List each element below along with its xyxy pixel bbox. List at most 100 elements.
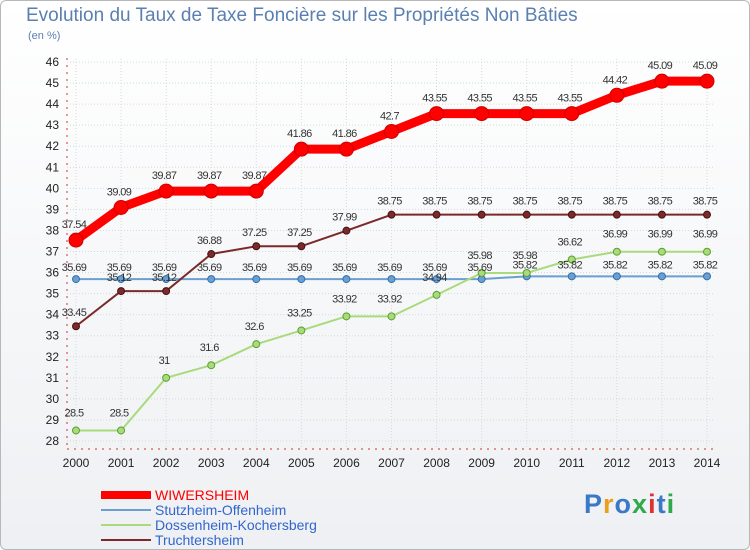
y-tick-label: 35	[46, 287, 60, 301]
y-tick-label: 45	[46, 76, 60, 90]
data-label: 33.25	[287, 307, 312, 319]
x-tick-label: 2009	[468, 456, 495, 470]
data-label: 35.98	[467, 250, 492, 262]
data-label: 38.75	[558, 196, 583, 208]
data-label: 44.42	[603, 74, 628, 86]
x-tick-label: 2001	[108, 456, 135, 470]
y-tick-label: 42	[46, 139, 60, 153]
data-point	[384, 123, 399, 139]
data-label: 43.55	[467, 93, 492, 105]
y-tick-label: 44	[46, 97, 60, 111]
x-tick-label: 2004	[243, 456, 270, 470]
data-label: 28.5	[64, 407, 83, 419]
data-label: 38.75	[693, 196, 718, 208]
data-label: 37.54	[62, 219, 87, 231]
data-label: 35.69	[242, 262, 267, 274]
data-point	[657, 210, 666, 219]
data-point	[248, 183, 264, 199]
logo-letter: o	[614, 489, 633, 519]
data-label: 37.25	[287, 227, 312, 239]
y-tick-label: 28	[46, 434, 60, 448]
y-tick-label: 40	[46, 181, 60, 195]
data-point	[297, 326, 306, 335]
data-point	[252, 242, 261, 251]
data-point	[207, 361, 216, 370]
data-label: 38.75	[422, 196, 447, 208]
data-point	[432, 290, 441, 299]
data-point	[522, 210, 531, 219]
data-point	[158, 183, 174, 199]
x-tick-label: 2005	[288, 456, 315, 470]
data-label: 39.87	[242, 170, 267, 182]
data-label: 35.12	[152, 272, 177, 284]
data-point	[72, 322, 80, 331]
data-label: 28.5	[110, 407, 129, 419]
y-tick-label: 36	[46, 266, 60, 280]
y-tick-label: 38	[46, 223, 60, 237]
data-label: 37.99	[332, 212, 357, 224]
data-point	[162, 275, 171, 284]
data-point	[657, 247, 666, 256]
x-tick-label: 2008	[423, 456, 450, 470]
y-tick-label: 46	[46, 55, 60, 69]
x-tick-label: 2002	[153, 456, 180, 470]
data-label: 35.69	[62, 262, 87, 274]
data-point	[252, 340, 261, 349]
data-label: 39.09	[107, 186, 132, 198]
data-point	[703, 210, 711, 219]
data-point	[612, 272, 621, 281]
data-label: 36.99	[648, 229, 673, 241]
data-point	[117, 426, 126, 435]
logo-letter: P	[584, 489, 604, 519]
data-point	[297, 242, 306, 251]
data-point	[432, 275, 441, 284]
x-tick-label: 2006	[333, 456, 360, 470]
data-point	[113, 199, 129, 215]
data-point	[162, 287, 171, 296]
x-tick-label: 2014	[694, 456, 721, 470]
y-tick-label: 39	[46, 202, 60, 216]
data-label: 35.12	[107, 272, 132, 284]
logo-letter: i	[666, 489, 676, 519]
logo-letter: i	[648, 489, 657, 519]
data-point	[612, 247, 621, 256]
data-point	[703, 247, 711, 256]
data-label: 32.6	[245, 321, 264, 333]
data-point	[567, 255, 576, 264]
data-point	[432, 210, 441, 219]
data-label: 37.25	[242, 227, 267, 239]
data-point	[519, 106, 535, 122]
proxiti-logo: Proxiti	[584, 489, 675, 520]
data-point	[429, 106, 445, 122]
data-label: 43.55	[422, 93, 447, 105]
data-label: 33.45	[62, 307, 87, 319]
data-label: 33.92	[332, 293, 357, 305]
data-point	[342, 312, 351, 321]
data-point	[338, 141, 354, 157]
data-label: 38.75	[377, 196, 402, 208]
logo-letter: r	[603, 489, 615, 519]
data-label: 34.94	[422, 272, 447, 284]
data-point	[609, 87, 625, 103]
data-label: 35.82	[603, 259, 628, 271]
data-label: 35.69	[197, 262, 222, 274]
data-point	[699, 73, 715, 89]
x-tick-label: 2000	[63, 456, 90, 470]
data-label: 36.99	[603, 229, 628, 241]
data-label: 45.09	[648, 60, 673, 72]
data-label: 41.86	[287, 128, 312, 140]
data-label: 38.75	[603, 196, 628, 208]
data-label: 35.69	[422, 262, 447, 274]
data-point	[252, 275, 261, 284]
data-point	[342, 275, 351, 284]
y-tick-label: 30	[46, 392, 60, 406]
y-tick-label: 41	[46, 160, 60, 174]
data-point	[207, 275, 216, 284]
y-tick-label: 43	[46, 118, 60, 132]
data-label: 35.69	[107, 262, 132, 274]
x-tick-label: 2003	[198, 456, 225, 470]
data-point	[342, 226, 351, 235]
data-point	[477, 210, 486, 219]
legend-label: WIWERSHEIM	[155, 487, 249, 503]
